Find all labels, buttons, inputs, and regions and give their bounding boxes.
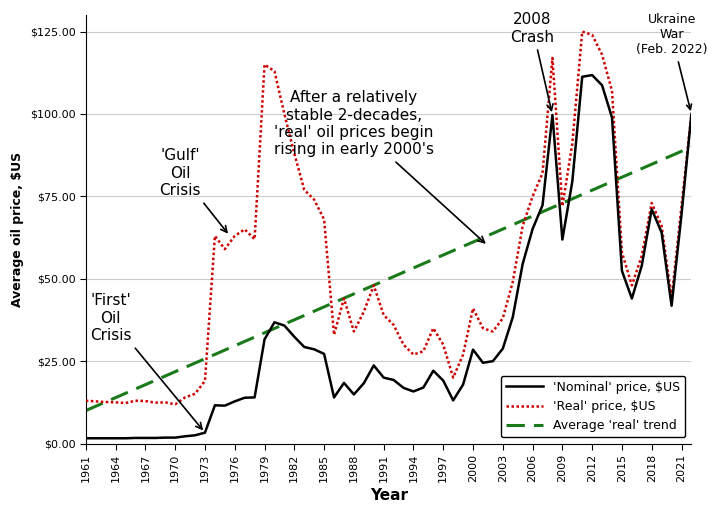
Y-axis label: Average oil price, $US: Average oil price, $US	[11, 152, 24, 307]
X-axis label: Year: Year	[369, 488, 408, 503]
Text: After a relatively
stable 2-decades,
'real' oil prices begin
rising in early 200: After a relatively stable 2-decades, 're…	[274, 90, 485, 243]
Text: 2008
Crash: 2008 Crash	[510, 12, 554, 111]
Text: 'First'
Oil
Crisis: 'First' Oil Crisis	[90, 293, 202, 429]
Text: 'Gulf'
Oil
Crisis: 'Gulf' Oil Crisis	[159, 149, 227, 232]
Text: Ukraine
War
(Feb. 2022): Ukraine War (Feb. 2022)	[636, 13, 707, 109]
Legend: 'Nominal' price, $US, 'Real' price, $US, Average 'real' trend: 'Nominal' price, $US, 'Real' price, $US,…	[500, 376, 685, 437]
